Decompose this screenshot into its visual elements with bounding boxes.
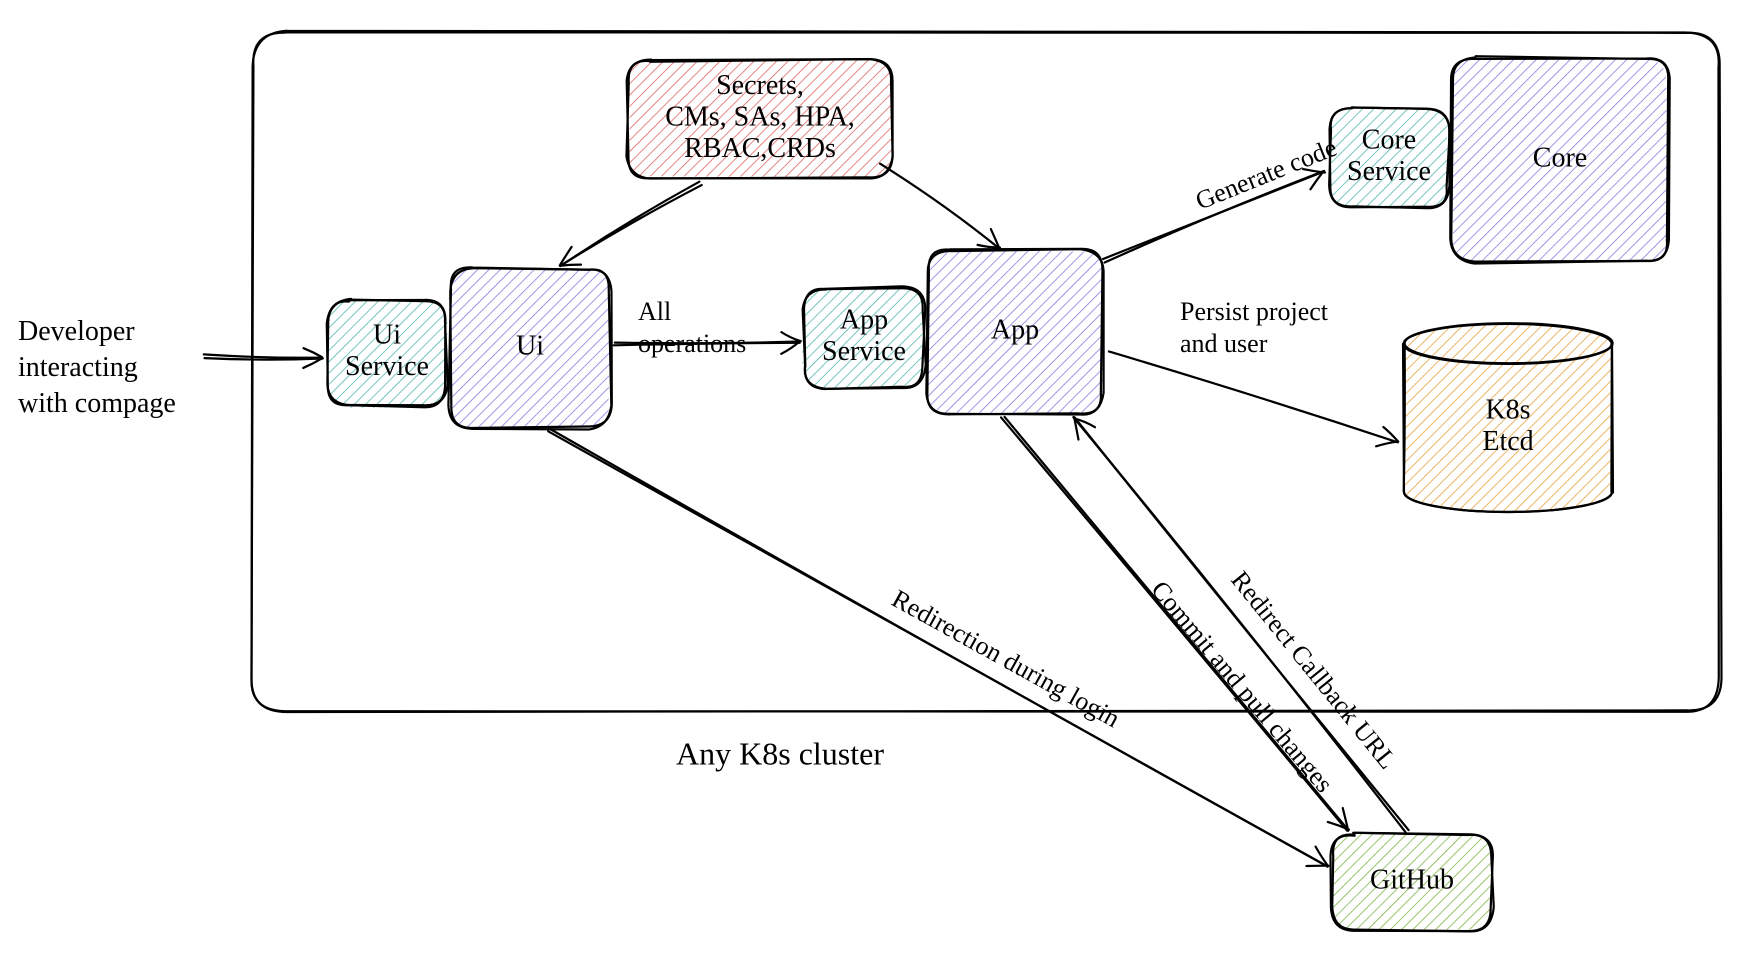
edge-app-to-etcd-label: Persist project and user bbox=[1180, 297, 1329, 358]
node-app-label-0: App bbox=[991, 314, 1039, 345]
node-secrets-label-2: RBAC,CRDs bbox=[684, 133, 836, 164]
edge-dev-to-ui-service bbox=[204, 348, 323, 368]
node-app: App bbox=[926, 249, 1103, 415]
node-core: Core bbox=[1450, 56, 1669, 263]
node-ui-service-label-0: Ui bbox=[373, 320, 401, 351]
node-etcd: K8sEtcd bbox=[1403, 323, 1613, 512]
node-app-service: AppService bbox=[802, 286, 926, 389]
edge-github-to-app-callback-label: Redirect Callback URL bbox=[1225, 566, 1402, 775]
node-secrets-label-0: Secrets, bbox=[716, 70, 804, 101]
edge-app-to-etcd: Persist project and user bbox=[1109, 297, 1398, 446]
node-secrets-label-1: CMs, SAs, HPA, bbox=[665, 101, 855, 132]
cluster-label: Any K8s cluster bbox=[676, 735, 884, 771]
node-ui-service: UiService bbox=[326, 299, 447, 408]
edge-github-to-app-callback: Redirect Callback URL bbox=[1073, 417, 1408, 832]
svg-text:Persist project: Persist project bbox=[1180, 297, 1329, 326]
node-secrets: Secrets,CMs, SAs, HPA,RBAC,CRDs bbox=[626, 59, 893, 179]
node-core-label-0: Core bbox=[1533, 142, 1587, 173]
svg-text:Redirect Callback URL: Redirect Callback URL bbox=[1225, 566, 1402, 775]
node-etcd-label-0: K8s bbox=[1485, 395, 1530, 426]
developer-text-line-1: interacting bbox=[18, 352, 138, 383]
svg-text:All: All bbox=[638, 297, 671, 326]
node-app-service-label-1: Service bbox=[822, 336, 906, 367]
node-github: GitHub bbox=[1330, 833, 1493, 932]
edge-app-to-github-commit: Commit and pull changes bbox=[1001, 417, 1349, 831]
developer-text-line-2: with compage bbox=[18, 388, 176, 419]
node-ui-label-0: Ui bbox=[516, 330, 544, 361]
edge-ui-to-app-svc-label: All operations bbox=[638, 297, 746, 358]
edge-app-to-core-svc: Generate code bbox=[1103, 133, 1341, 263]
node-core-service: CoreService bbox=[1329, 107, 1450, 208]
node-core-service-label-1: Service bbox=[1347, 156, 1431, 187]
developer-text: Developer interacting with compage bbox=[18, 316, 176, 419]
developer-text-line-0: Developer bbox=[18, 316, 135, 347]
svg-text:and user: and user bbox=[1180, 329, 1268, 358]
edge-secrets-to-app bbox=[880, 164, 1000, 249]
edge-ui-to-app-svc: All operations bbox=[614, 297, 801, 358]
node-etcd-label-1: Etcd bbox=[1482, 426, 1533, 457]
node-ui-service-label-1: Service bbox=[345, 351, 429, 382]
node-github-label-0: GitHub bbox=[1370, 864, 1454, 895]
node-app-service-label-0: App bbox=[840, 305, 888, 336]
svg-text:operations: operations bbox=[638, 329, 746, 358]
edge-secrets-to-ui bbox=[560, 182, 702, 266]
node-ui: Ui bbox=[448, 266, 611, 429]
node-core-service-label-0: Core bbox=[1362, 125, 1416, 156]
